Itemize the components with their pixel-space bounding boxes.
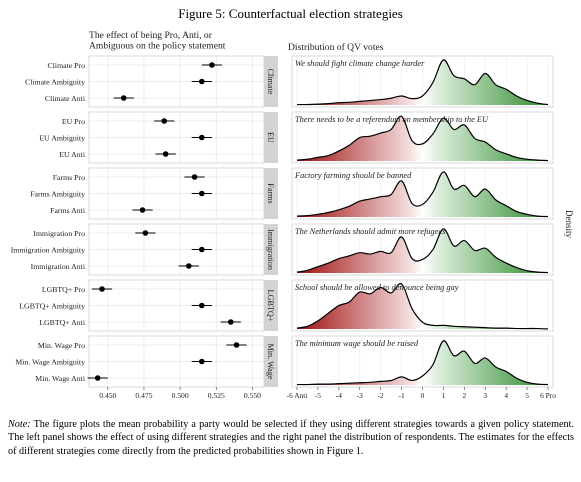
row-label: LGBTQ+ Pro xyxy=(42,285,85,294)
row-label: Climate Anti xyxy=(45,94,86,103)
x-tick-label: 0.525 xyxy=(208,391,225,400)
estimate-point xyxy=(99,286,105,292)
estimate-point xyxy=(185,263,192,269)
ridge-area xyxy=(297,283,548,329)
ridge-line xyxy=(296,228,549,274)
estimate-point xyxy=(191,174,198,180)
right-y-axis-label: Density xyxy=(564,210,574,238)
x-tick-label: 6 Pro xyxy=(540,391,556,400)
left-chart-title: The effect of being Pro, Anti, or Ambiguo… xyxy=(89,30,226,52)
ridge-area xyxy=(297,59,548,105)
ridge-area xyxy=(297,340,548,385)
right-chart-title: Distribution of QV votes xyxy=(288,42,384,53)
facet-strip-label: Min. Wage xyxy=(266,343,275,379)
x-tick-label: -6 Anti xyxy=(287,391,308,400)
x-tick-label: 5 xyxy=(525,391,529,400)
row-label: Farms Pro xyxy=(53,173,85,182)
ridge-line xyxy=(296,59,549,106)
ridge-area xyxy=(297,228,548,273)
facet-strip-label: EU xyxy=(266,132,275,143)
facet-strip-2 xyxy=(264,168,278,219)
facet-strip-label: Farms xyxy=(266,183,275,203)
facet-strip-1 xyxy=(264,112,278,163)
estimate-point xyxy=(139,207,146,213)
ridge-line xyxy=(296,340,549,386)
ridge-area xyxy=(297,171,548,217)
row-label: Farms Anti xyxy=(50,206,86,215)
estimate-point xyxy=(233,342,240,348)
note-label: Note: xyxy=(8,419,31,430)
row-label: EU Pro xyxy=(62,117,85,126)
facet-strip-4 xyxy=(264,280,278,331)
estimate-point xyxy=(199,78,205,85)
row-label: Climate Pro xyxy=(48,61,86,70)
facet-strip-3 xyxy=(264,224,278,275)
estimate-point xyxy=(209,62,215,68)
x-tick-label: -1 xyxy=(398,391,404,400)
row-label: LGBTQ+ Anti xyxy=(39,318,86,327)
facet-strip-label: LGBTQ+ xyxy=(266,290,275,322)
ridge-line xyxy=(296,282,549,330)
row-label: Immigration Anti xyxy=(31,262,86,271)
x-tick-label: 0 xyxy=(421,391,425,400)
right-panel-chart: Distribution of QV votes We should fight … xyxy=(287,42,574,400)
x-tick-label: 1 xyxy=(442,391,446,400)
row-label: Min. Wage Anti xyxy=(35,374,86,383)
x-tick-label: 0.450 xyxy=(99,391,116,400)
estimate-point xyxy=(142,230,149,236)
x-tick-label: 4 xyxy=(504,391,508,400)
ridge-line xyxy=(296,171,549,218)
x-tick-label: -5 xyxy=(315,391,321,400)
row-label: Farms Ambiguity xyxy=(30,190,85,199)
x-tick-label: -3 xyxy=(357,391,363,400)
x-tick-label: 2 xyxy=(462,391,466,400)
row-label: Min. Wage Ambiguity xyxy=(15,358,85,367)
x-tick-label: 0.500 xyxy=(172,391,189,400)
estimate-point xyxy=(199,246,205,253)
figure-title: Figure 5: Counterfactual election strate… xyxy=(178,6,403,21)
estimate-point xyxy=(199,134,205,141)
facet-strip-label: Immigration xyxy=(266,229,275,270)
estimate-point xyxy=(94,375,101,381)
estimate-point xyxy=(199,302,205,309)
x-tick-label: 0.475 xyxy=(135,391,152,400)
row-label: Immigration Ambiguity xyxy=(11,246,85,255)
figure-note: Note: The figure plots the mean probabil… xyxy=(8,418,574,458)
left-chart-title-line2: Ambiguous on the policy statement xyxy=(89,41,226,52)
ridge-label: We should fight climate change harder xyxy=(295,59,425,68)
note-text: The figure plots the mean probability a … xyxy=(8,419,574,457)
ridge-label: Factory farming should be banned xyxy=(294,171,412,180)
estimate-point xyxy=(199,190,205,197)
ridge-line xyxy=(296,115,549,162)
row-label: Immigration Pro xyxy=(33,229,85,238)
x-tick-label: 3 xyxy=(483,391,487,400)
x-tick-label: -4 xyxy=(336,391,342,400)
row-label: EU Ambiguity xyxy=(39,134,85,143)
estimate-point xyxy=(161,118,168,124)
estimate-point xyxy=(199,358,205,365)
row-label: EU Anti xyxy=(59,150,86,159)
ridge-label: School should be allowed to denounce bei… xyxy=(295,283,459,292)
ridge-label: The Netherlands should admit more refuge… xyxy=(295,227,445,236)
x-tick-label: -2 xyxy=(378,391,384,400)
row-label: Min. Wage Pro xyxy=(38,341,85,350)
ridge-label: The minimum wage should be raised xyxy=(295,339,419,348)
facet-strip-label: Climate xyxy=(266,69,275,95)
estimate-point xyxy=(120,95,127,101)
x-tick-label: 0.550 xyxy=(244,391,261,400)
row-label: Climate Ambiguity xyxy=(25,78,85,87)
facet-strip-0 xyxy=(264,56,278,107)
row-label: LGBTQ+ Ambiguity xyxy=(19,302,85,311)
left-panel-chart: The effect of being Pro, Anti, or Ambiguo… xyxy=(11,30,278,400)
left-chart-title-line1: The effect of being Pro, Anti, or xyxy=(89,30,213,41)
ridge-label: There needs to be a referendum on member… xyxy=(295,115,489,124)
estimate-point xyxy=(227,319,234,325)
estimate-point xyxy=(162,151,169,157)
ridge-area xyxy=(297,116,548,161)
facet-strip-5 xyxy=(264,336,278,387)
